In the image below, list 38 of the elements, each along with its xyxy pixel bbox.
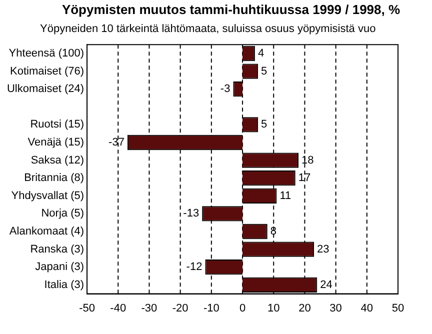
x-tick-label: 0: [239, 302, 246, 314]
data-label: -37: [108, 136, 124, 149]
x-tick-label: -50: [79, 302, 95, 314]
y-tick-label: Alankomaat (4): [9, 226, 84, 238]
y-tick-label: Ulkomaiset (24): [6, 83, 84, 96]
x-tick-label: 20: [298, 302, 311, 314]
x-tick-label: 50: [392, 302, 404, 314]
x-tick-label: 30: [330, 302, 342, 314]
y-tick-label: Japani (3): [35, 261, 84, 274]
y-tick-label: Ranska (3): [30, 243, 84, 256]
data-label: 5: [261, 65, 268, 78]
x-tick-label: -30: [141, 302, 158, 314]
y-tick-label: Yhdysvallat (5): [11, 190, 84, 202]
data-label: 4: [258, 48, 264, 60]
data-label: -13: [183, 208, 200, 220]
data-label: 17: [298, 172, 311, 184]
y-tick-label: Venäjä (15): [28, 136, 84, 149]
x-tick-label: -20: [172, 302, 188, 314]
x-tick-label: -40: [110, 302, 126, 314]
y-tick-label: Saksa (12): [30, 154, 84, 166]
data-label: 23: [317, 243, 330, 256]
data-label: 5: [261, 118, 268, 131]
x-tick-label: 40: [360, 302, 374, 314]
x-tick-label: 10: [267, 302, 280, 314]
chart-subtitle: Yöpyneiden 10 tärkeintä lähtömaata, suluissa osuus yöpymisistä vuo: [39, 23, 377, 35]
y-tick-label: Yhteensä (100): [8, 48, 84, 60]
y-tick-label: Kotimaiset (76): [10, 65, 84, 78]
data-label: -3: [220, 83, 230, 96]
y-tick-label: Italia (3): [44, 278, 84, 291]
data-label: 11: [280, 190, 292, 202]
y-tick-label: Ruotsi (15): [30, 118, 84, 131]
data-label: 8: [270, 226, 277, 238]
x-tick-label: -10: [203, 302, 220, 314]
y-tick-label: Norja (5): [41, 208, 84, 220]
chart-title: Yöpymisten muutos tammi-huhtikuussa 1999 / 1998, %: [60, 2, 402, 17]
y-tick-label: Britannia (8): [24, 172, 84, 184]
data-label: -12: [186, 261, 202, 274]
data-label: 24: [320, 278, 332, 291]
